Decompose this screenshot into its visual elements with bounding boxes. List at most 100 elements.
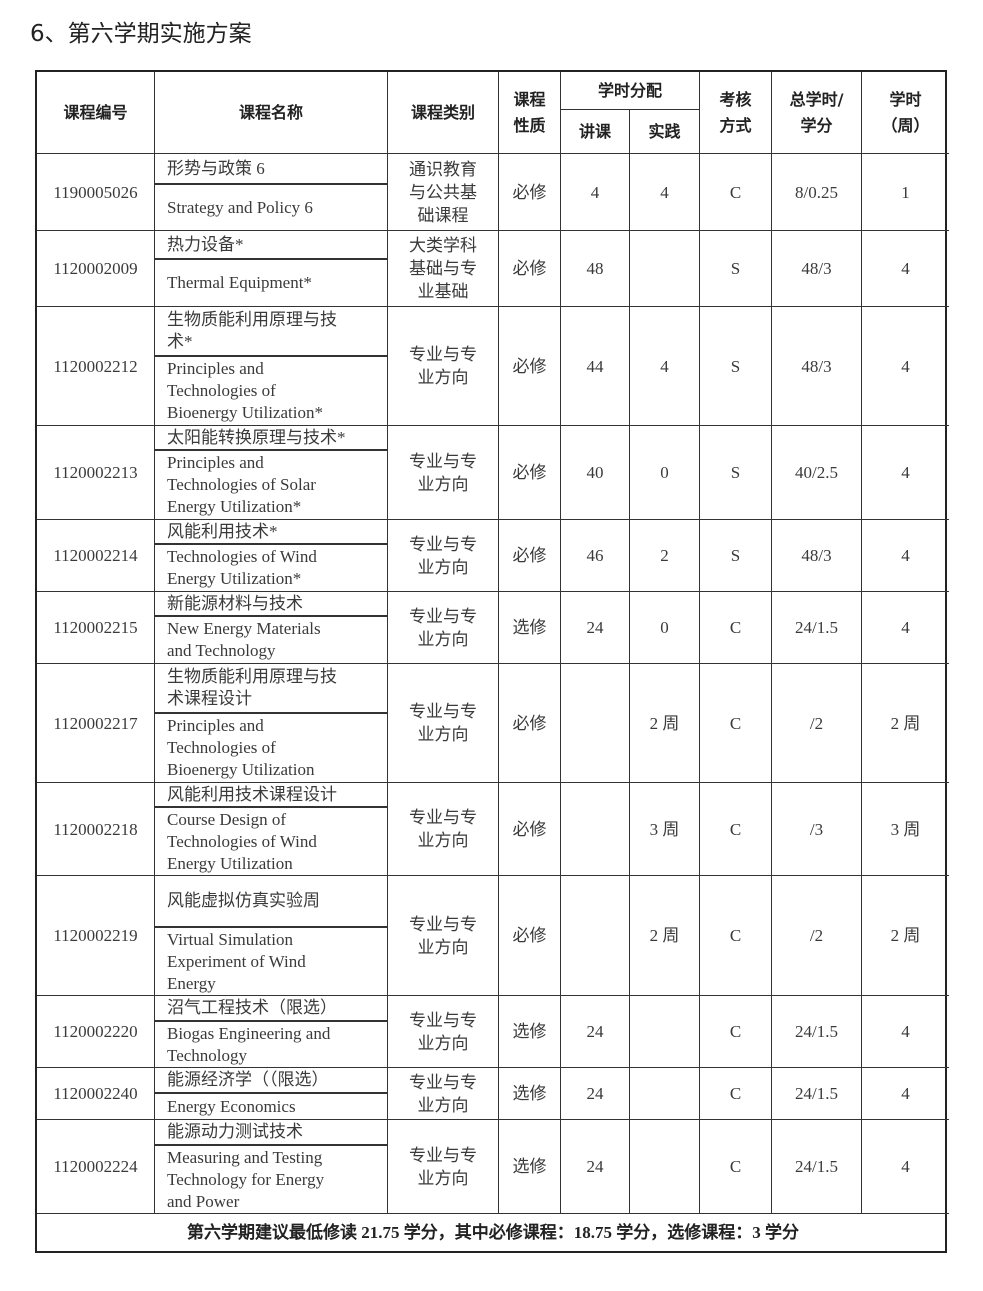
weekly-hours: 4: [862, 426, 949, 520]
course-code: 1120002218: [37, 783, 155, 876]
course-code: 1120002240: [37, 1068, 155, 1120]
total-hours-credits-text: 8/0.25: [795, 182, 838, 202]
weekly-hours-text: 3 周: [890, 819, 921, 839]
total-hours-credits: 24/1.5: [772, 996, 862, 1068]
header-assessment-text: 考核 方式: [719, 89, 752, 135]
lecture-hours: 24: [561, 1068, 630, 1120]
assessment-method: S: [700, 520, 772, 592]
course-category: 专业与专 业方向: [388, 783, 499, 876]
assessment-method-text: C: [729, 1022, 742, 1041]
lecture-hours-text: 24: [586, 618, 604, 637]
lecture-hours-text: 4: [590, 182, 600, 202]
header-lecture: 讲课: [561, 110, 630, 154]
total-hours-credits: /2: [772, 876, 862, 996]
course-name-en-text: Measuring and Testing Technology for Ene…: [167, 1147, 325, 1211]
course-nature-text: 选修: [512, 1084, 547, 1103]
course-name-cn-text: 生物质能利用原理与技 术课程设计: [167, 667, 337, 708]
header-code: 课程编号: [37, 72, 155, 154]
course-category: 专业与专 业方向: [388, 307, 499, 426]
course-name-cn: 形势与政策 6: [155, 154, 388, 185]
lecture-hours: 46: [561, 520, 630, 592]
course-code: 1120002212: [37, 307, 155, 426]
course-name-cn-text: 热力设备*: [167, 234, 244, 254]
lecture-hours: [561, 664, 630, 783]
course-nature-text: 必修: [512, 182, 547, 202]
weekly-hours-text: 4: [901, 546, 910, 565]
course-category-text: 专业与专 业方向: [409, 1072, 477, 1115]
course-nature: 必修: [499, 520, 561, 592]
assessment-method: C: [700, 783, 772, 876]
course-name-en: Strategy and Policy 6: [155, 185, 388, 231]
total-hours-credits-text: /2: [809, 926, 824, 945]
header-nature-text: 课程 性质: [513, 89, 546, 135]
course-name-en-text: Course Design of Technologies of Wind En…: [167, 809, 317, 873]
assessment-method: C: [700, 664, 772, 783]
course-nature-text: 必修: [512, 356, 547, 376]
assessment-method-text: S: [730, 356, 741, 376]
course-name-cn-text: 沼气工程技术（限选）: [167, 998, 337, 1017]
practice-hours: [630, 1068, 700, 1120]
course-name-cn-text: 生物质能利用原理与技 术*: [167, 310, 337, 351]
header-assessment: 考核 方式: [700, 72, 772, 154]
total-hours-credits: 40/2.5: [772, 426, 862, 520]
lecture-hours-text: 48: [586, 259, 604, 278]
weekly-hours-text: 4: [901, 1022, 910, 1041]
lecture-hours: 24: [561, 592, 630, 664]
course-category: 专业与专 业方向: [388, 520, 499, 592]
course-category-text: 专业与专 业方向: [409, 534, 477, 577]
total-hours-credits-text: /3: [809, 819, 824, 839]
weekly-hours: 1: [862, 154, 949, 231]
course-code-text: 1120002217: [53, 713, 138, 733]
header-name: 课程名称: [155, 72, 388, 154]
course-name-cn: 生物质能利用原理与技 术课程设计: [155, 664, 388, 714]
total-hours-credits-text: 24/1.5: [795, 618, 838, 637]
course-name-cn: 热力设备*: [155, 231, 388, 260]
credit-summary: 第六学期建议最低修读 21.75 学分，其中必修课程：18.75 学分，选修课程…: [37, 1214, 949, 1251]
practice-hours: 2 周: [630, 664, 700, 783]
course-name-cn: 新能源材料与技术: [155, 592, 388, 617]
course-name-en-text: Virtual Simulation Experiment of Wind En…: [167, 929, 306, 993]
course-nature-text: 必修: [512, 713, 547, 733]
assessment-method: C: [700, 592, 772, 664]
course-name-cn: 风能利用技术*: [155, 520, 388, 545]
course-name-en: Principles and Technologies of Bioenergy…: [155, 714, 388, 783]
course-name-cn-text: 风能虚拟仿真实验周: [167, 891, 320, 910]
course-category-text: 专业与专 业方向: [409, 702, 477, 744]
weekly-hours: 4: [862, 1068, 949, 1120]
assessment-method-text: C: [729, 182, 742, 202]
course-code: 1120002215: [37, 592, 155, 664]
course-code-text: 1120002212: [53, 356, 138, 376]
assessment-method-text: C: [729, 926, 742, 945]
total-hours-credits: /2: [772, 664, 862, 783]
lecture-hours-text: 40: [586, 463, 604, 482]
section-title: 6、第六学期实施方案: [30, 21, 252, 47]
course-name-en-text: Energy Economics: [167, 1096, 296, 1116]
header-hours: 学时分配: [561, 72, 700, 110]
course-nature-text: 必修: [512, 926, 547, 945]
assessment-method: C: [700, 154, 772, 231]
lecture-hours: [561, 783, 630, 876]
total-hours-credits-text: 24/1.5: [795, 1084, 838, 1103]
header-total-text: 总学时/ 学分: [789, 89, 844, 135]
course-name-en: Thermal Equipment*: [155, 260, 388, 307]
total-hours-credits: 24/1.5: [772, 1068, 862, 1120]
header-nature: 课程 性质: [499, 72, 561, 154]
credit-summary-text: 第六学期建议最低修读 21.75 学分，其中必修课程：18.75 学分，选修课程…: [187, 1223, 799, 1242]
course-category-text: 专业与专 业方向: [409, 914, 477, 957]
course-category-text: 专业与专 业方向: [409, 451, 477, 494]
course-name-cn-text: 风能利用技术课程设计: [167, 784, 337, 804]
course-nature: 必修: [499, 307, 561, 426]
course-name-en-text: Principles and Technologies of Bioenergy…: [167, 716, 315, 779]
course-nature-text: 选修: [512, 1022, 547, 1041]
practice-hours: 2 周: [630, 876, 700, 996]
assessment-method-text: S: [730, 259, 741, 278]
weekly-hours-text: 4: [901, 259, 910, 278]
course-name-cn-text: 风能利用技术*: [167, 521, 278, 541]
lecture-hours: 4: [561, 154, 630, 231]
lecture-hours-text: 24: [586, 1157, 604, 1176]
course-category: 通识教育 与公共基 础课程: [388, 154, 499, 231]
course-name-en-text: Technologies of Wind Energy Utilization*: [167, 547, 317, 588]
course-code: 1120002224: [37, 1120, 155, 1214]
course-code-text: 1120002240: [53, 1084, 138, 1103]
course-code-text: 1120002218: [53, 819, 138, 839]
